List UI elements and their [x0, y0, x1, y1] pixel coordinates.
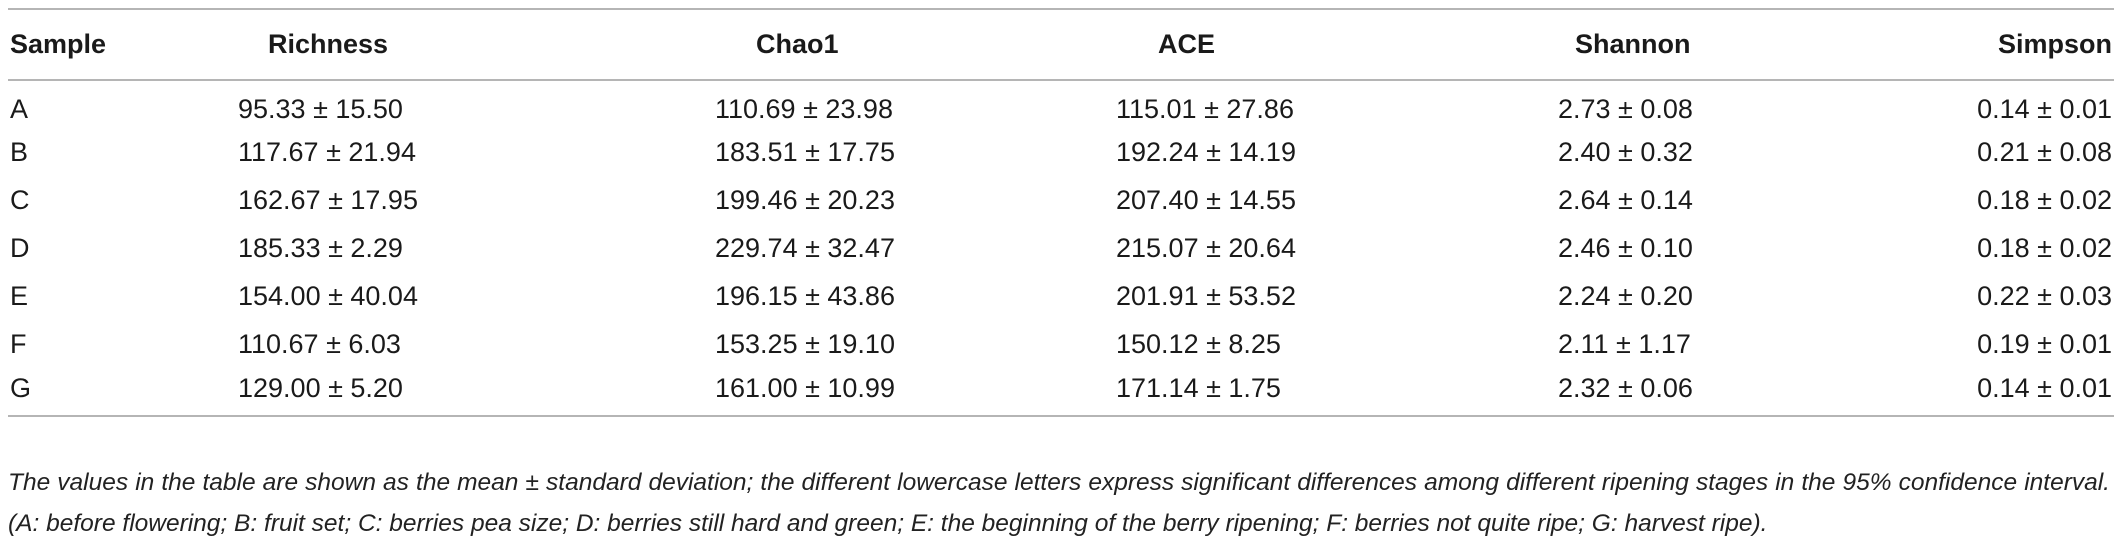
cell-simpson: 0.18 ± 0.02	[1977, 184, 2112, 215]
cell-richness: 117.67 ± 21.94	[238, 136, 416, 167]
cell-ace: 207.40 ± 14.55	[1116, 184, 1296, 215]
table-row: E 154.00 ± 40.04 196.15 ± 43.86 201.91 ± 53…	[8, 272, 2114, 320]
cell-ace: 201.91 ± 53.52	[1116, 280, 1296, 311]
cell-sample: B	[10, 136, 29, 167]
table-row: G 129.00 ± 5.20 161.00 ± 10.99 171.14 ± 1.7…	[8, 368, 2114, 417]
cell-sample: D	[10, 232, 30, 263]
cell-chao1: 161.00 ± 10.99	[588, 368, 968, 417]
table-row: B 117.67 ± 21.94 183.51 ± 17.75 192.24 ± 14…	[8, 128, 2114, 176]
cell-chao1: 199.46 ± 20.23	[715, 184, 895, 215]
cell-ace: 171.14 ± 1.75	[968, 368, 1358, 417]
cell-simpson: 0.21 ± 0.08	[1977, 136, 2112, 167]
cell-richness: 162.67 ± 17.95	[238, 184, 418, 215]
cell-chao1: 153.25 ± 19.10	[715, 328, 895, 359]
cell-richness: 95.33 ± 15.50	[238, 94, 403, 124]
cell-shannon: 2.64 ± 0.14	[1558, 184, 1693, 215]
cell-simpson: 0.22 ± 0.03	[1977, 280, 2112, 311]
cell-richness: 185.33 ± 2.29	[238, 232, 403, 263]
header-chao1: Chao1	[588, 8, 968, 81]
cell-sample: C	[10, 184, 30, 215]
cell-sample: E	[10, 280, 29, 311]
alpha-diversity-table: Sample Richness Chao1 ACE Shannon Simpso…	[8, 8, 2114, 417]
table-row: F 110.67 ± 6.03 153.25 ± 19.10 150.12 ± 8.2…	[8, 320, 2114, 368]
cell-ace: 215.07 ± 20.64	[1116, 232, 1296, 263]
cell-richness: 129.00 ± 5.20	[208, 368, 588, 417]
cell-chao1: 229.74 ± 32.47	[715, 232, 895, 263]
header-richness: Richness	[208, 8, 588, 81]
header-ace: ACE	[968, 8, 1358, 81]
cell-shannon: 2.46 ± 0.10	[1558, 232, 1693, 263]
cell-simpson: 0.14 ± 0.01	[1977, 94, 2112, 124]
cell-sample: F	[10, 328, 27, 359]
cell-simpson: 0.18 ± 0.02	[1977, 232, 2112, 263]
table-footnote: The values in the table are shown as the…	[8, 469, 2110, 537]
cell-ace: 150.12 ± 8.25	[1116, 328, 1281, 359]
cell-chao1: 110.69 ± 23.98	[715, 94, 893, 124]
cell-ace: 192.24 ± 14.19	[1116, 136, 1296, 167]
header-shannon: Shannon	[1358, 8, 1758, 81]
table-row: C 162.67 ± 17.95 199.46 ± 20.23 207.40 ± 14…	[8, 176, 2114, 224]
cell-shannon: 2.32 ± 0.06	[1358, 368, 1758, 417]
cell-richness: 110.67 ± 6.03	[238, 328, 401, 359]
cell-chao1: 196.15 ± 43.86	[715, 280, 895, 311]
cell-shannon: 2.24 ± 0.20	[1558, 280, 1693, 311]
cell-simpson: 0.14 ± 0.01	[1758, 368, 2114, 417]
cell-shannon: 2.11 ± 1.17	[1558, 328, 1691, 359]
header-simpson: Simpson	[1758, 8, 2114, 81]
cell-shannon: 2.40 ± 0.32	[1558, 136, 1693, 167]
cell-ace: 115.01 ± 27.86	[1116, 94, 1294, 124]
table-row: D 185.33 ± 2.29 229.74 ± 32.47 215.07 ± 20.…	[8, 224, 2114, 272]
cell-richness: 154.00 ± 40.04	[238, 280, 418, 311]
table-row: A 95.33 ± 15.50 110.69 ± 23.98 115.01 ± 27.…	[8, 80, 2114, 128]
table-header-row: Sample Richness Chao1 ACE Shannon Simpso…	[8, 8, 2114, 81]
cell-sample: A	[10, 94, 29, 124]
header-sample: Sample	[8, 8, 208, 81]
cell-simpson: 0.19 ± 0.01	[1977, 328, 2112, 359]
cell-chao1: 183.51 ± 17.75	[715, 136, 895, 167]
cell-sample: G	[8, 368, 208, 417]
cell-shannon: 2.73 ± 0.08	[1558, 94, 1693, 124]
